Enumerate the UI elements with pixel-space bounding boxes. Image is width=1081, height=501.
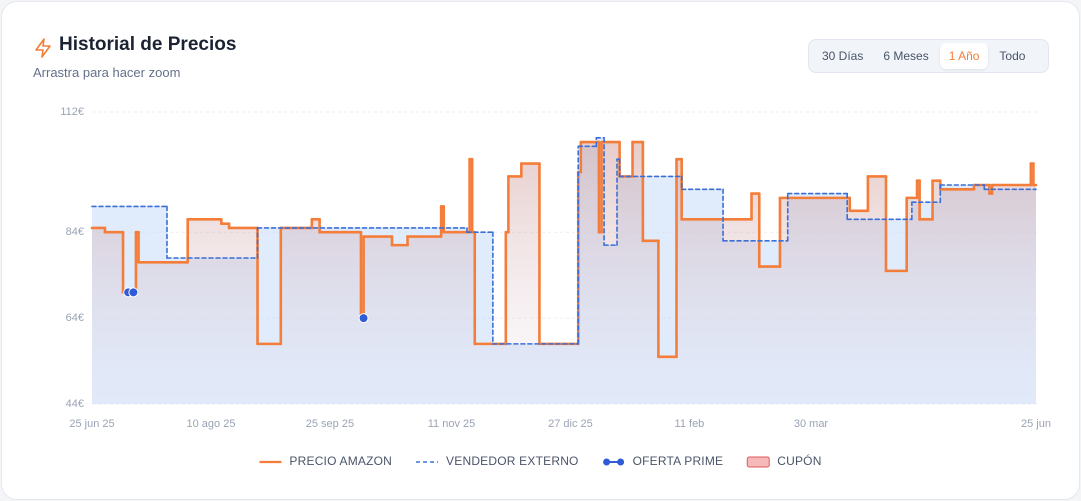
x-tick-label: 25 sep 25 bbox=[306, 418, 354, 430]
legend-label: PRECIO AMAZON bbox=[289, 454, 392, 468]
legend-label: CUPÓN bbox=[777, 453, 821, 468]
range-button[interactable]: 6 Meses bbox=[883, 49, 929, 63]
title: Historial de Precios bbox=[59, 34, 237, 55]
legend-icon bbox=[617, 458, 625, 466]
legend-item: CUPÓN bbox=[746, 453, 821, 468]
range-buttons: 30 Días 6 Meses 1 Año Todo bbox=[808, 39, 1049, 73]
prime-point bbox=[358, 313, 369, 324]
x-tick-label: 27 dic 25 bbox=[548, 418, 593, 430]
x-tick-label: 11 feb bbox=[675, 418, 705, 430]
x-tick-label: 25 jun 25 bbox=[69, 418, 114, 430]
x-tick-label: 10 ago 25 bbox=[187, 418, 236, 430]
prime-point bbox=[128, 287, 139, 298]
legend-item: PRECIO AMAZON bbox=[259, 454, 392, 468]
legend: PRECIO AMAZON VENDEDOR EXTERNO OFERTA PRIM… bbox=[259, 453, 821, 468]
y-tick-label: 84€ bbox=[66, 226, 84, 238]
legend-item: VENDEDOR EXTERNO bbox=[416, 454, 579, 468]
subtitle: Arrastra para hacer zoom bbox=[33, 65, 181, 80]
x-tick-label: 25 jun bbox=[1021, 418, 1051, 430]
legend-icon bbox=[603, 458, 611, 466]
legend-item: OFERTA PRIME bbox=[603, 454, 723, 468]
range-button[interactable]: 1 Año bbox=[939, 43, 989, 69]
bolt-icon bbox=[35, 38, 51, 58]
y-tick-label: 64€ bbox=[66, 312, 84, 324]
y-tick-label: 44€ bbox=[66, 398, 84, 410]
legend-icon bbox=[746, 456, 770, 468]
legend-label: VENDEDOR EXTERNO bbox=[446, 454, 579, 468]
y-tick-label: 112€ bbox=[60, 106, 84, 118]
x-tick-label: 11 nov 25 bbox=[428, 418, 476, 430]
area-fill bbox=[92, 142, 1036, 404]
range-button[interactable]: Todo bbox=[999, 49, 1026, 63]
range-button[interactable]: 30 Días bbox=[822, 49, 864, 63]
x-tick-label: 30 mar bbox=[794, 418, 829, 430]
legend-label: OFERTA PRIME bbox=[633, 454, 724, 468]
